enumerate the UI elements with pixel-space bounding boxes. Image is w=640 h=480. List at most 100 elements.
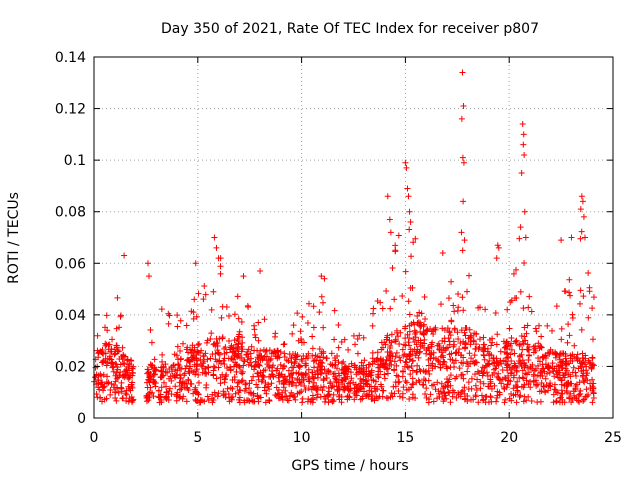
data-point bbox=[221, 361, 228, 368]
data-point bbox=[247, 350, 254, 357]
data-point bbox=[227, 384, 234, 391]
data-point bbox=[255, 337, 262, 344]
data-point bbox=[415, 377, 422, 384]
data-point bbox=[580, 213, 587, 220]
data-point bbox=[239, 370, 246, 377]
data-point bbox=[384, 348, 391, 355]
data-point bbox=[566, 289, 573, 296]
data-point bbox=[478, 392, 485, 399]
data-point bbox=[430, 330, 437, 337]
data-point bbox=[558, 336, 565, 343]
data-point bbox=[317, 357, 324, 364]
data-point bbox=[448, 317, 455, 324]
data-point bbox=[113, 342, 120, 349]
data-point bbox=[402, 159, 409, 166]
data-point bbox=[573, 354, 580, 361]
data-point bbox=[190, 353, 197, 360]
data-point bbox=[274, 365, 281, 372]
data-point bbox=[441, 326, 448, 333]
data-point bbox=[294, 375, 301, 382]
data-point bbox=[440, 385, 447, 392]
data-point bbox=[196, 340, 203, 347]
data-point bbox=[562, 351, 569, 358]
data-point bbox=[195, 290, 202, 297]
data-point bbox=[587, 360, 594, 367]
data-point bbox=[455, 336, 462, 343]
data-point bbox=[94, 394, 101, 401]
data-point bbox=[581, 396, 588, 403]
data-point bbox=[246, 389, 253, 396]
data-point bbox=[361, 388, 368, 395]
data-point bbox=[522, 370, 529, 377]
data-point bbox=[420, 331, 427, 338]
data-point bbox=[428, 350, 435, 357]
data-point bbox=[452, 375, 459, 382]
data-point bbox=[282, 393, 289, 400]
data-point bbox=[578, 228, 585, 235]
data-point bbox=[549, 360, 556, 367]
data-point bbox=[458, 359, 465, 366]
data-point bbox=[165, 396, 172, 403]
data-point bbox=[471, 352, 478, 359]
data-point bbox=[334, 365, 341, 372]
data-point bbox=[182, 365, 189, 372]
data-point bbox=[439, 249, 446, 256]
data-point bbox=[477, 304, 484, 311]
data-point bbox=[423, 385, 430, 392]
data-point bbox=[240, 362, 247, 369]
data-point bbox=[421, 293, 428, 300]
data-point bbox=[334, 388, 341, 395]
data-point bbox=[107, 391, 114, 398]
data-point bbox=[251, 366, 258, 373]
data-point bbox=[148, 339, 155, 346]
axis-ticks bbox=[93, 56, 614, 419]
data-point bbox=[305, 395, 312, 402]
data-point bbox=[535, 322, 542, 329]
data-point bbox=[459, 154, 466, 161]
data-point bbox=[233, 347, 240, 354]
data-point bbox=[264, 361, 271, 368]
data-point bbox=[429, 365, 436, 372]
data-point bbox=[265, 357, 272, 364]
data-point bbox=[112, 389, 119, 396]
data-point bbox=[455, 304, 462, 311]
data-point bbox=[391, 358, 398, 365]
data-point bbox=[320, 376, 327, 383]
data-point bbox=[147, 384, 154, 391]
data-point bbox=[510, 374, 517, 381]
data-point bbox=[112, 378, 119, 385]
data-point bbox=[574, 397, 581, 404]
data-point bbox=[95, 354, 102, 361]
data-point bbox=[412, 334, 419, 341]
data-point bbox=[163, 383, 170, 390]
data-point bbox=[414, 320, 421, 327]
data-point bbox=[510, 270, 517, 277]
data-point bbox=[327, 379, 334, 386]
data-point bbox=[402, 342, 409, 349]
data-point bbox=[145, 369, 152, 376]
data-point bbox=[432, 326, 439, 333]
data-point bbox=[330, 391, 337, 398]
data-point bbox=[324, 392, 331, 399]
data-point bbox=[589, 355, 596, 362]
data-point bbox=[497, 348, 504, 355]
data-point bbox=[288, 371, 295, 378]
data-point bbox=[459, 247, 466, 254]
data-point bbox=[353, 388, 360, 395]
data-point bbox=[402, 268, 409, 275]
data-point bbox=[386, 216, 393, 223]
data-point bbox=[563, 387, 570, 394]
data-point bbox=[347, 380, 354, 387]
data-point bbox=[252, 334, 259, 341]
data-point bbox=[455, 389, 462, 396]
data-point bbox=[305, 366, 312, 373]
x-tick-label: 0 bbox=[90, 430, 99, 446]
data-point bbox=[213, 375, 220, 382]
data-point bbox=[188, 381, 195, 388]
data-point bbox=[569, 369, 576, 376]
data-point bbox=[482, 393, 489, 400]
data-point bbox=[458, 372, 465, 379]
data-point bbox=[456, 365, 463, 372]
data-point bbox=[464, 368, 471, 375]
data-point bbox=[236, 394, 243, 401]
